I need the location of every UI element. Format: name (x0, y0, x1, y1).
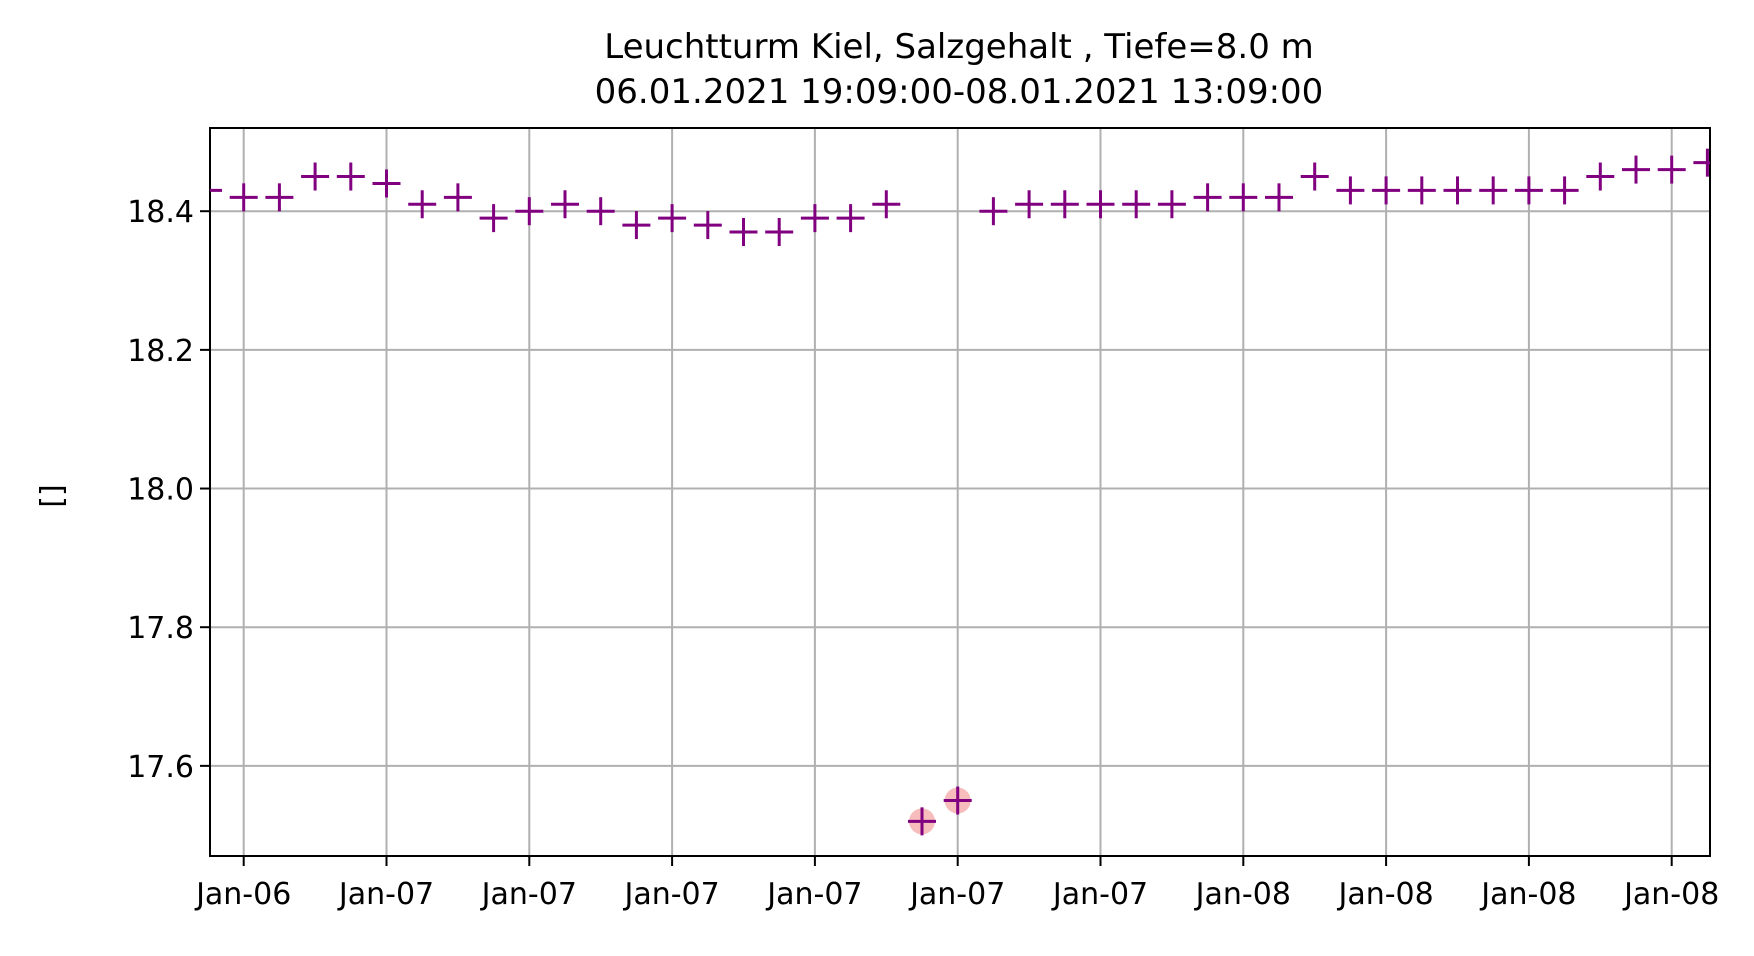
data-point (229, 183, 258, 212)
data-point (1479, 176, 1508, 205)
data-point (1336, 176, 1365, 205)
axes-layer: 17.6 17.8 18.0 18.2 18.4 Jan-06 Jan-07 Jan-07 Ja… (127, 127, 1719, 912)
data-point (551, 190, 579, 219)
data-point (1086, 190, 1115, 219)
data-point (1693, 148, 1710, 177)
data-point (586, 197, 615, 226)
x-tick-label: Jan-08 (1622, 877, 1719, 912)
y-tick-label: 18.0 (127, 473, 194, 508)
data-point (1193, 183, 1222, 212)
data-layer (210, 148, 1710, 836)
y-tick-label: 18.4 (127, 195, 194, 230)
x-tick-label: Jan-07 (337, 877, 434, 912)
chart-title-line1: Leuchtturm Kiel, Salzgehalt , Tiefe=8.0 … (604, 27, 1314, 67)
data-point (1407, 176, 1436, 205)
x-tick-label: Jan-08 (1194, 877, 1291, 912)
x-tick-label: Jan-07 (908, 877, 1005, 912)
x-tick-label: Jan-08 (1479, 877, 1576, 912)
data-point (693, 211, 722, 240)
data-point (479, 204, 508, 233)
data-point (729, 218, 758, 246)
data-point (443, 183, 472, 212)
data-point (1443, 176, 1472, 205)
y-tick-label: 17.8 (127, 611, 194, 646)
x-tick-label: Jan-07 (1051, 877, 1148, 912)
data-point (1015, 190, 1044, 219)
y-tick-label: 17.6 (127, 750, 194, 785)
data-point (1157, 190, 1186, 219)
data-point (1050, 190, 1079, 219)
data-point (1514, 176, 1543, 205)
data-point (301, 162, 330, 191)
chart-title-line2: 06.01.2021 19:09:00-08.01.2021 13:09:00 (595, 72, 1324, 112)
data-point (622, 211, 651, 240)
data-point (658, 204, 687, 233)
data-point (765, 218, 794, 246)
data-point (408, 190, 437, 219)
data-point (1657, 155, 1686, 184)
x-tick-label: Jan-07 (622, 877, 719, 912)
data-point (908, 807, 936, 836)
grid-layer (210, 128, 1710, 856)
data-point (1372, 176, 1401, 205)
x-tick-label: Jan-07 (765, 877, 862, 912)
y-axis-label: [] (35, 484, 70, 507)
x-tick-label: Jan-08 (1336, 877, 1433, 912)
data-point (872, 190, 901, 219)
data-point (210, 188, 222, 192)
data-point (836, 204, 865, 233)
data-point (979, 197, 1008, 226)
plot-frame (209, 127, 1711, 857)
data-point (1550, 176, 1579, 205)
data-point (1229, 183, 1258, 212)
data-point (1122, 190, 1151, 219)
data-point (1300, 162, 1329, 191)
data-point (1586, 162, 1615, 191)
data-point (265, 183, 294, 212)
data-point (1265, 183, 1293, 212)
data-point (1622, 155, 1650, 184)
data-point (515, 197, 544, 226)
data-point (372, 169, 401, 198)
y-tick-label: 18.2 (127, 334, 194, 369)
x-tick-label: Jan-06 (194, 877, 291, 912)
data-point (336, 162, 365, 191)
x-tick-label: Jan-07 (480, 877, 577, 912)
data-point (800, 204, 829, 233)
data-point (943, 786, 972, 815)
